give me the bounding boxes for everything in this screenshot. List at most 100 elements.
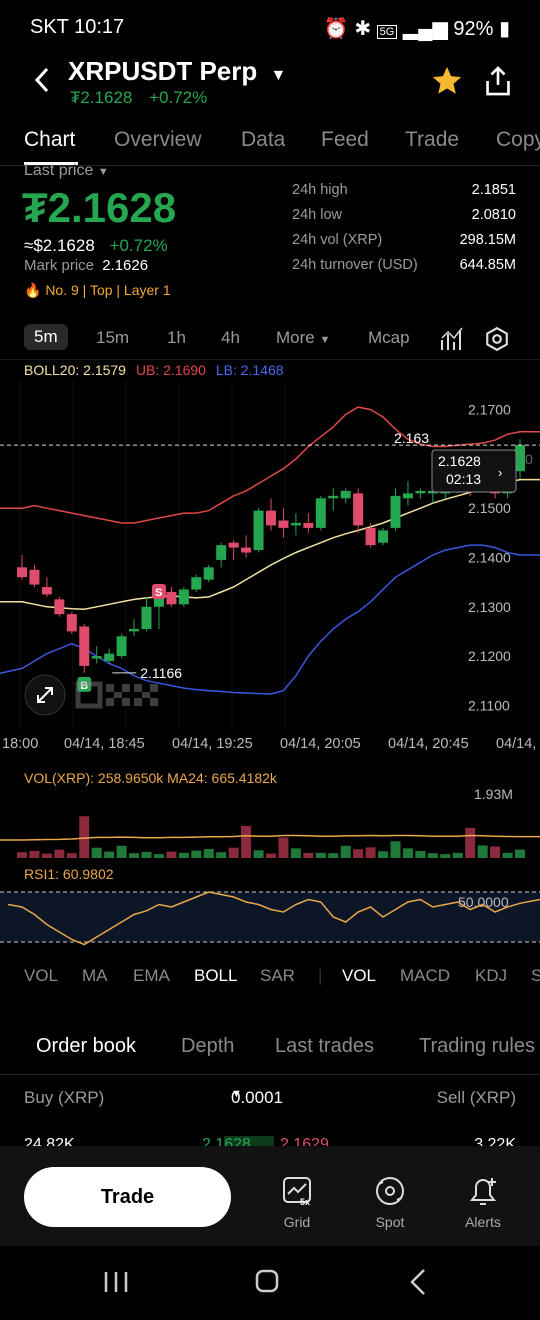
candle-body	[253, 510, 264, 551]
volume-bar	[141, 851, 152, 858]
candle-body	[29, 569, 40, 585]
back-button[interactable]	[32, 64, 52, 101]
tab-overview[interactable]: Overview	[114, 128, 202, 151]
time-axis: 18:00 04/14, 18:45 04/14, 19:25 04/14, 2…	[0, 736, 540, 756]
indicator-kdj[interactable]: KDJ	[475, 966, 508, 985]
back-nav-button[interactable]	[410, 1269, 425, 1295]
volume-bar	[166, 851, 177, 858]
tab-order-book[interactable]: Order book	[36, 1035, 137, 1057]
candle	[29, 564, 40, 588]
candle-body	[390, 495, 401, 528]
candle-body	[141, 606, 152, 629]
last-price-selector[interactable]: Last price ▼	[24, 162, 109, 180]
tab-trading-rules[interactable]: Trading rules	[419, 1035, 535, 1057]
indicator-sub-vol[interactable]: VOL	[342, 966, 377, 985]
tab-chart[interactable]: Chart	[24, 128, 76, 151]
header-price-line: ₮2.1628 +0.72%	[70, 88, 207, 108]
candle	[402, 481, 413, 506]
stat-label: 24h turnover (USD)	[292, 257, 418, 273]
volume-bar	[465, 827, 476, 858]
candle	[91, 646, 102, 664]
share-button[interactable]	[482, 64, 514, 103]
tab-depth[interactable]: Depth	[181, 1035, 235, 1057]
rsi-legend: RSI1: 60.9802	[24, 866, 114, 882]
stat-label: 24h high	[292, 182, 348, 198]
trade-button[interactable]: Trade	[24, 1167, 231, 1227]
indicator-more[interactable]: S	[531, 966, 540, 985]
candle	[228, 540, 239, 560]
buy-marker: B	[77, 676, 92, 692]
indicator-button[interactable]	[440, 326, 464, 357]
candle-body	[328, 495, 339, 499]
volume-bar	[29, 850, 40, 858]
indicator-sar[interactable]: SAR	[260, 966, 295, 985]
usd-change: +0.72%	[109, 236, 168, 255]
stat-volume: 24h vol (XRP) 298.15M	[292, 232, 516, 257]
interval-1h[interactable]: 1h	[167, 328, 186, 347]
stat-high: 24h high 2.1851	[292, 182, 516, 207]
pair-selector[interactable]: XRPUSDT Perp ▼	[68, 56, 286, 87]
tick-size-value: 0.0001	[231, 1088, 283, 1107]
time-tick: 18:00	[2, 736, 39, 752]
tab-data[interactable]: Data	[241, 128, 286, 151]
time-tick: 04/14, 20:45	[388, 736, 469, 752]
boll-middle-band	[0, 478, 540, 610]
volume-ma-line	[0, 834, 540, 841]
chart-indicator-icon	[441, 327, 463, 350]
volume-bar	[129, 853, 140, 858]
share-icon	[486, 66, 510, 96]
indicator-macd[interactable]: MACD	[400, 966, 451, 985]
candle-body	[427, 490, 438, 494]
candle-body	[216, 545, 227, 560]
tab-copy[interactable]: Copy	[496, 128, 540, 151]
interval-5m[interactable]: 5m	[24, 324, 68, 350]
interval-mcap[interactable]: Mcap	[368, 328, 410, 347]
recents-button[interactable]	[104, 1272, 128, 1292]
volume-bar	[116, 845, 127, 858]
interval-4h[interactable]: 4h	[221, 328, 240, 347]
indicator-divider: |	[318, 966, 323, 985]
indicator-ma[interactable]: MA	[82, 966, 108, 985]
volume-bar	[452, 852, 463, 858]
spot-icon	[376, 1177, 404, 1205]
status-icons: ⏰ ✱ 5G ▂▄▆ 92% ▮	[324, 16, 510, 41]
interval-more[interactable]: More ▼	[276, 328, 330, 348]
last-price: ₮2.1628	[22, 184, 177, 231]
alerts-button[interactable]: Alerts	[448, 1174, 518, 1230]
indicator-boll[interactable]: BOLL	[194, 966, 238, 985]
bell-plus-icon	[469, 1178, 497, 1205]
volume-bar	[17, 852, 27, 858]
indicator-vol[interactable]: VOL	[24, 966, 59, 985]
tab-last-trades[interactable]: Last trades	[275, 1035, 374, 1057]
caret-down-icon: ▼	[97, 166, 109, 178]
svg-text:5x: 5x	[300, 1197, 310, 1207]
fullscreen-button[interactable]	[24, 674, 66, 716]
indicator-ema[interactable]: EMA	[133, 966, 170, 985]
volume-bar	[402, 848, 413, 858]
candle	[141, 596, 152, 632]
rank-tags[interactable]: 🔥 No. 9 | Top | Layer 1	[24, 282, 171, 298]
favorite-button[interactable]	[430, 64, 464, 103]
home-button[interactable]	[255, 1269, 279, 1293]
candlestick-chart[interactable]: 2.1700 2.1500 2.1400 2.1300 2.1200 2.1100 2.16…	[0, 380, 540, 730]
chart-settings-button[interactable]	[484, 326, 510, 357]
price-tag[interactable]: 2.1628 02:13 ›	[431, 449, 517, 493]
interval-more-label: More	[276, 328, 315, 347]
candle	[166, 587, 177, 607]
volume-bar	[241, 825, 252, 858]
rsi-chart[interactable]: 50.0000	[0, 884, 540, 950]
tab-trade[interactable]: Trade	[405, 128, 460, 151]
interval-15m[interactable]: 15m	[96, 328, 130, 347]
grid-button[interactable]: 5x Grid	[262, 1174, 332, 1230]
rsi-line	[7, 891, 540, 946]
rsi-band	[0, 892, 540, 942]
spot-button[interactable]: Spot	[355, 1174, 425, 1230]
volume-max-label: 1.93M	[474, 786, 513, 802]
candle	[365, 522, 376, 548]
tab-feed[interactable]: Feed	[321, 128, 369, 151]
volume-bar	[290, 848, 301, 858]
boll-upper-label: UB: 2.1690	[135, 362, 206, 378]
candle-body	[266, 510, 276, 526]
volume-bar	[216, 852, 227, 858]
volume-chart[interactable]: 1.93M	[0, 786, 540, 860]
